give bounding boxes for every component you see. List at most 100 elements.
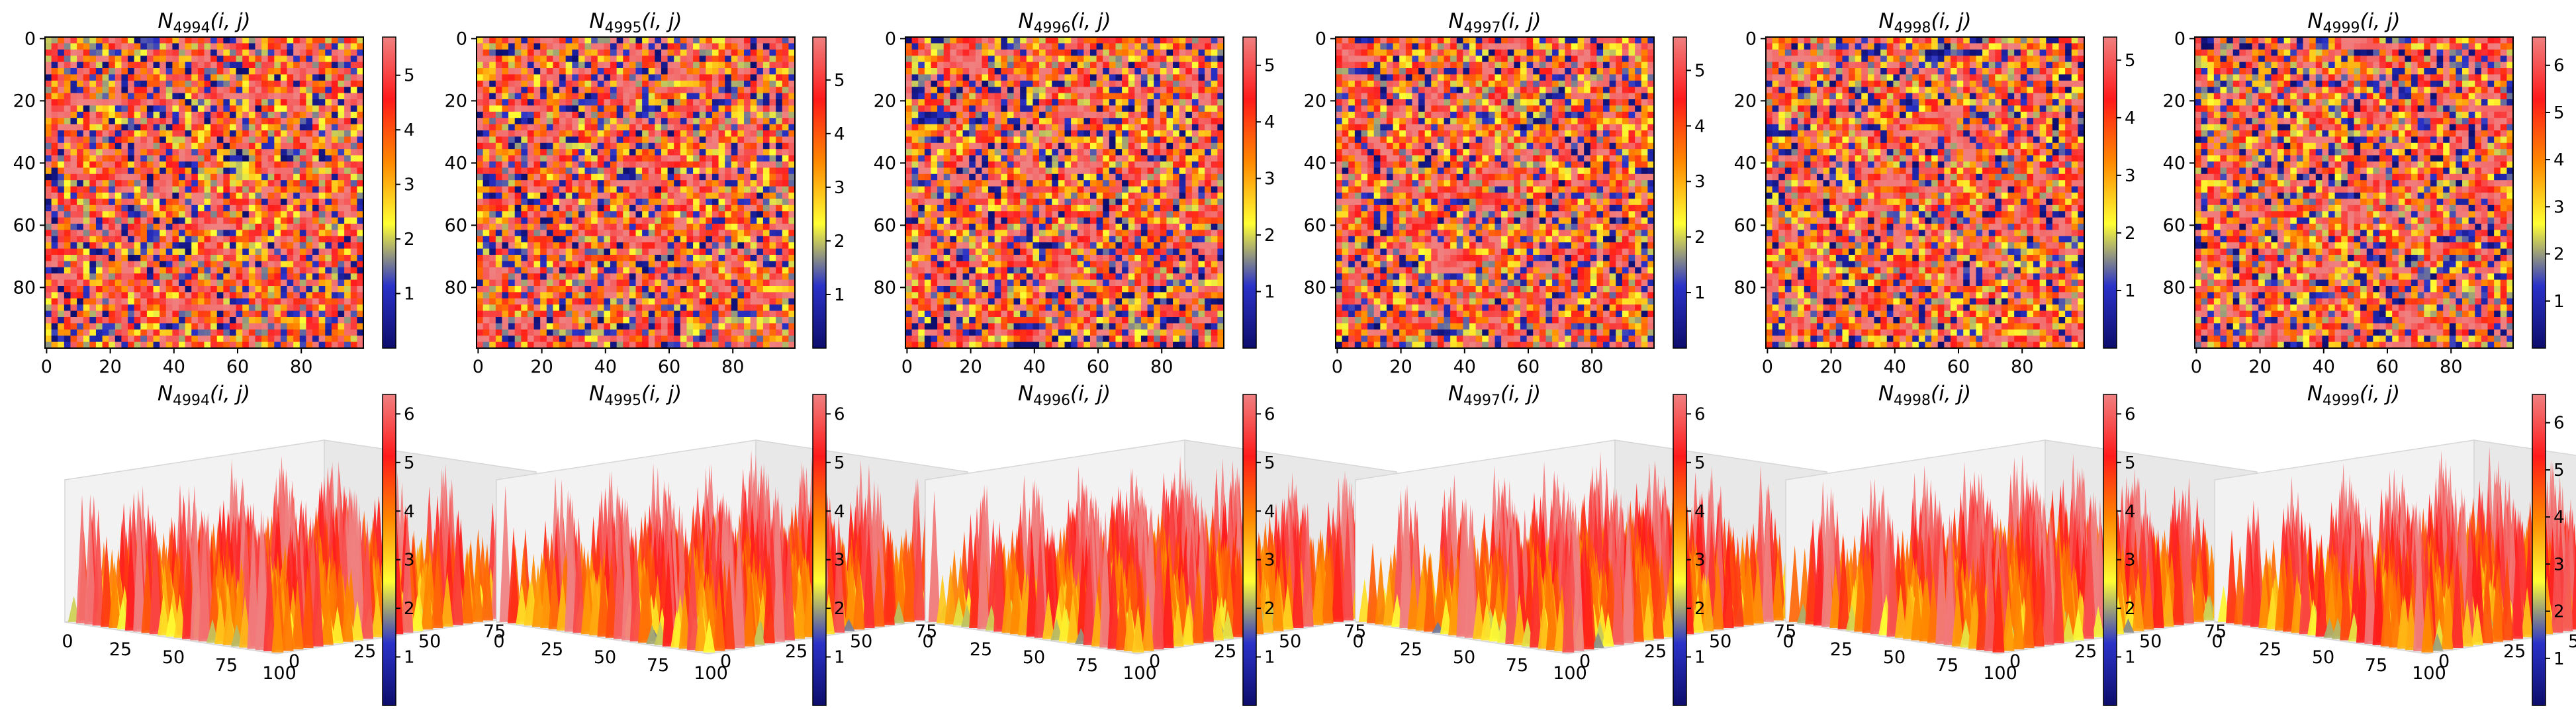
heatmap-cell: [769, 130, 776, 137]
heatmap-cell: [616, 37, 623, 44]
heatmap-cell: [121, 62, 128, 69]
heatmap-cell: [210, 279, 218, 287]
heatmap-cell: [172, 118, 179, 125]
heatmap-cell: [197, 180, 205, 187]
heatmap-cell: [546, 180, 554, 187]
heatmap-cell: [146, 62, 154, 69]
heatmap-cell: [255, 136, 262, 144]
heatmap-cell: [553, 49, 560, 56]
heatmap-cell: [489, 130, 496, 137]
heatmap-cell: [160, 74, 167, 81]
heatmap-cell: [331, 242, 339, 250]
heatmap-cell: [216, 248, 224, 255]
heatmap-cell: [89, 155, 97, 162]
heatmap-cell: [255, 105, 262, 113]
heatmap-cell: [744, 99, 751, 106]
heatmap-cell: [693, 279, 700, 287]
heatmap-cell: [725, 279, 732, 287]
heatmap-cell: [788, 62, 796, 69]
heatmap-cell: [776, 199, 783, 206]
heatmap-cell: [287, 230, 294, 237]
heatmap-cell: [762, 173, 770, 181]
heatmap-cell: [255, 323, 262, 330]
heatmap-cell: [674, 205, 681, 212]
heatmap-cell: [274, 310, 281, 318]
heatmap-cell: [514, 105, 522, 113]
heatmap-cell: [514, 56, 522, 63]
heatmap-cell: [533, 149, 541, 156]
heatmap-cell: [64, 111, 71, 118]
heatmap-cell: [540, 298, 547, 305]
heatmap-cell: [236, 80, 243, 87]
heatmap-cell: [712, 149, 719, 156]
heatmap-cell: [477, 124, 484, 131]
heatmap-cell: [287, 267, 294, 274]
heatmap-cell: [287, 286, 294, 293]
heatmap-cell: [584, 323, 592, 330]
heatmap-cell: [293, 211, 300, 218]
heatmap-cell: [236, 211, 243, 218]
heatmap-cell: [338, 298, 345, 305]
heatmap-cell: [495, 323, 503, 330]
heatmap-cell: [737, 242, 745, 250]
heatmap-cell: [514, 62, 522, 69]
heatmap-cell: [204, 130, 211, 137]
heatmap-cell: [559, 155, 567, 162]
heatmap-cell: [248, 155, 256, 162]
heatmap-cell: [693, 56, 700, 63]
heatmap-cell: [623, 111, 630, 118]
heatmap-cell: [216, 329, 224, 336]
heatmap-cell: [236, 224, 243, 230]
heatmap-cell: [344, 93, 351, 100]
heatmap-cell: [769, 173, 776, 181]
heatmap-cell: [134, 136, 141, 144]
heatmap-cell: [146, 341, 154, 349]
heatmap-cell: [769, 310, 776, 318]
heatmap-cell: [229, 304, 237, 312]
heatmap-cell: [229, 205, 237, 212]
heatmap-cell: [146, 298, 154, 305]
heatmap-cell: [191, 87, 199, 94]
heatmap-cell: [165, 142, 173, 150]
heatmap-cell: [559, 111, 567, 118]
heatmap-cell: [776, 99, 783, 106]
heatmap-cell: [648, 298, 655, 305]
heatmap-cell: [306, 74, 313, 81]
heatmap-cell: [350, 111, 357, 118]
heatmap-cell: [223, 149, 230, 156]
heatmap-cell: [533, 130, 541, 137]
heatmap-cell: [140, 37, 148, 44]
heatmap-cell: [185, 329, 192, 336]
heatmap-cell: [776, 149, 783, 156]
heatmap-cell: [223, 211, 230, 218]
heatmap-cell: [191, 142, 199, 150]
heatmap-cell: [769, 105, 776, 113]
heatmap-cell: [642, 286, 649, 293]
heatmap-cell: [77, 37, 84, 44]
heatmap-cell: [629, 193, 637, 199]
heatmap-cell: [280, 43, 288, 50]
heatmap-cell: [533, 255, 541, 261]
heatmap-cell: [338, 323, 345, 330]
heatmap-cell: [210, 298, 218, 305]
heatmap-cell: [776, 267, 783, 274]
heatmap-cell: [128, 217, 135, 224]
heatmap-cell: [667, 304, 674, 312]
heatmap-cell: [267, 118, 275, 125]
heatmap-cell: [102, 130, 109, 137]
heatmap-cell: [121, 205, 128, 212]
heatmap-cell: [229, 99, 237, 106]
heatmap-cell: [331, 68, 339, 75]
heatmap-cell: [610, 99, 618, 106]
heatmap-cell: [299, 161, 307, 168]
heatmap-cell: [255, 142, 262, 150]
heatmap-cell: [165, 180, 173, 187]
heatmap-cell: [553, 62, 560, 69]
heatmap-cell: [58, 186, 65, 193]
heatmap-cell: [648, 136, 655, 144]
heatmap-cell: [699, 93, 706, 100]
heatmap-cell: [287, 224, 294, 230]
heatmap-cell: [299, 217, 307, 224]
heatmap-cell: [274, 236, 281, 243]
heatmap-cell: [331, 211, 339, 218]
